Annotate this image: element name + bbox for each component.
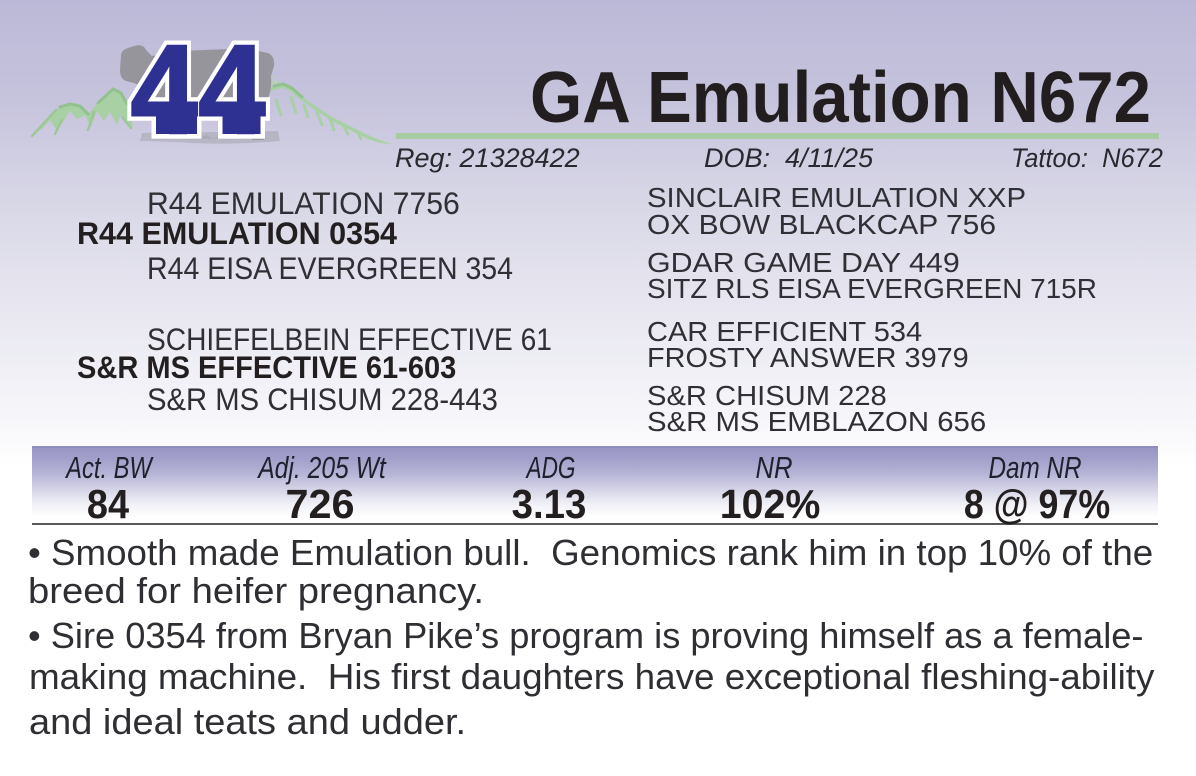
svg-text:44: 44 xyxy=(131,20,267,161)
svg-text:44: 44 xyxy=(131,20,267,161)
